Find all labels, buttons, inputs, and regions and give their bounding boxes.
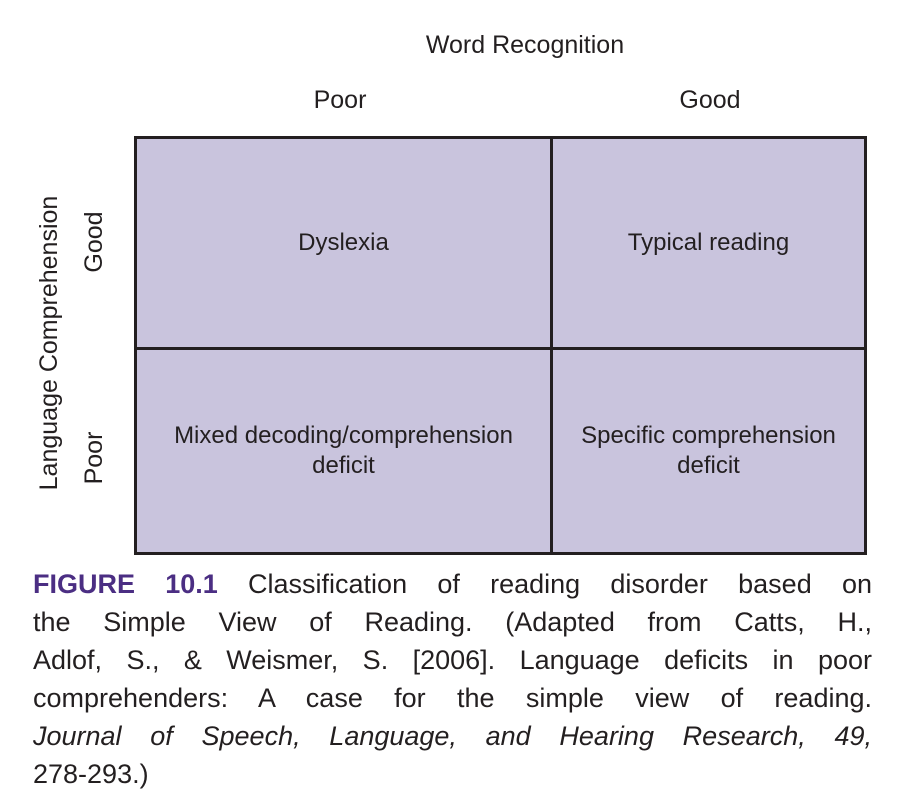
word-recognition-axis-title: Word Recognition [425, 31, 625, 59]
caption-journal-line: Journal of Speech, Language, and Hearing… [33, 721, 872, 751]
cell-typical-reading: Typical reading [553, 139, 864, 347]
cell-label: Typical reading [627, 229, 790, 256]
figure-caption: FIGURE 10.1 Classification of reading di… [33, 565, 872, 793]
classification-grid: Dyslexia Typical reading Mixed decoding/… [134, 136, 867, 555]
cell-label: Specific comprehension deficit [581, 422, 836, 479]
cell-mixed-deficit: Mixed decoding/comprehension deficit [137, 350, 550, 552]
caption-line: the Simple View of Reading. (Adapted fro… [33, 607, 872, 637]
caption-line: comprehenders: A case for the simple vie… [33, 683, 872, 713]
language-comprehension-axis-title: Language Comprehension [35, 195, 63, 491]
cell-label: Dyslexia [298, 229, 389, 256]
grid-divider-vertical [550, 139, 553, 552]
row-header-poor: Poor [80, 431, 108, 485]
cell-label: Mixed decoding/comprehension deficit [174, 422, 513, 479]
cell-specific-comprehension-deficit: Specific comprehension deficit [553, 350, 864, 552]
column-header-poor: Poor [313, 86, 367, 114]
column-header-good: Good [679, 86, 741, 114]
grid-divider-horizontal [137, 347, 864, 350]
figure-label: FIGURE 10.1 [33, 569, 218, 599]
row-header-good: Good [80, 211, 108, 273]
cell-dyslexia: Dyslexia [137, 139, 550, 347]
caption-text: Classification of reading disorder based… [248, 569, 872, 599]
caption-line: 278-293.) [33, 759, 149, 789]
caption-line: Adlof, S., & Weismer, S. [2006]. Languag… [33, 645, 872, 675]
